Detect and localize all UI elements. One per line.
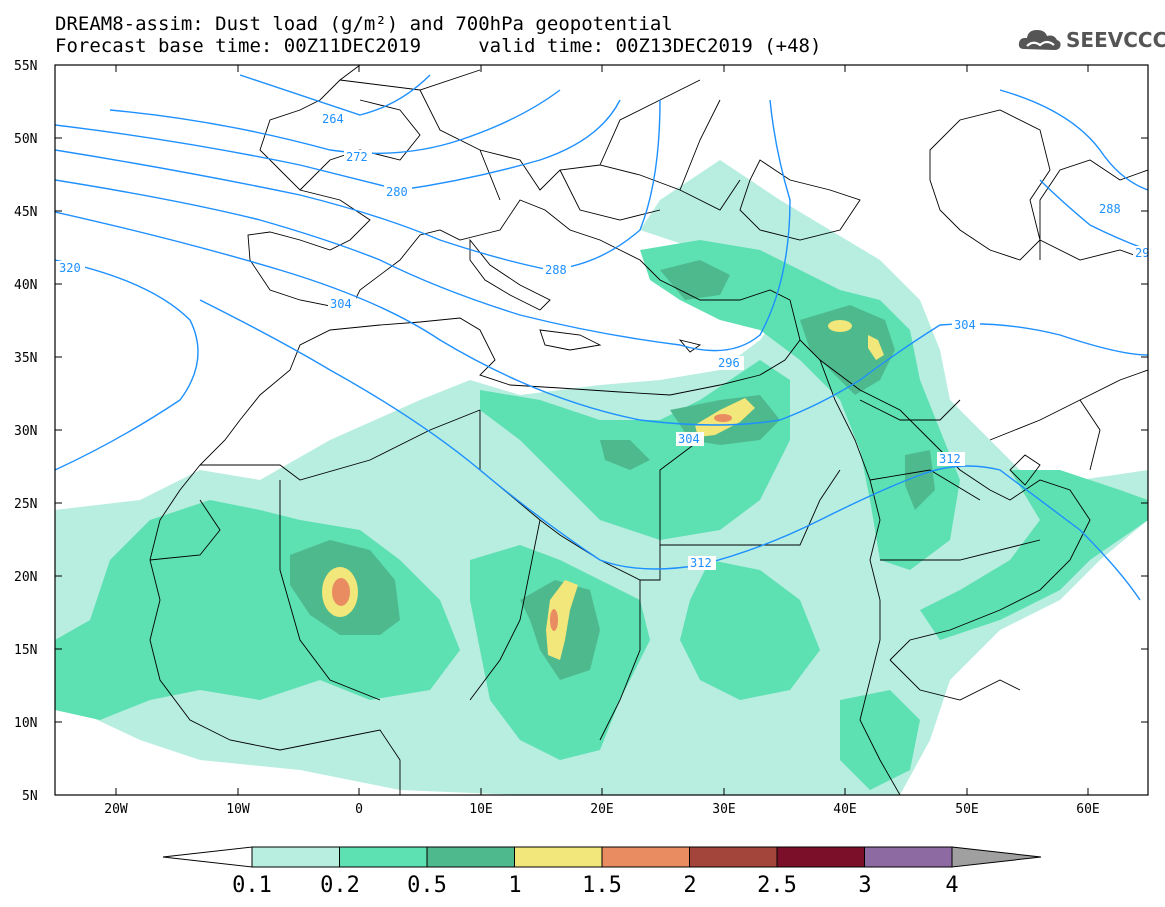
lon-label-10w: 10W	[226, 802, 250, 817]
map-title: DREAM8-assim: Dust load (g/m²) and 700hP…	[55, 13, 673, 35]
colorbar-tick-5: 2	[683, 873, 696, 898]
colorbar-tick-0: 0.1	[232, 873, 272, 898]
seevccc-logo: SEEVCCC	[1018, 25, 1165, 57]
colorbar-swatch-3	[514, 846, 603, 868]
lat-label-40n: 40N	[14, 278, 37, 293]
contour-label-29-edge: 29	[1135, 246, 1149, 260]
lat-label-10n: 10N	[14, 716, 37, 731]
colorbar-tick-6: 2.5	[757, 873, 797, 898]
colorbar-swatch-4	[601, 846, 690, 868]
cloud-icon	[1018, 30, 1061, 50]
contour-label-312-arabia: 312	[939, 452, 961, 466]
lon-label-30e: 30E	[712, 802, 735, 817]
contour-labels: 264 272 280 288 304 320 296 304 304 312 …	[57, 112, 1149, 570]
colorbar-swatch-6	[776, 846, 865, 868]
coastlines	[149, 65, 1148, 795]
latitude-axis: 55N 50N 45N 40N 35N 30N 25N 20N 15N 10N …	[14, 59, 38, 804]
lon-label-50e: 50E	[955, 802, 978, 817]
lat-label-50n: 50N	[14, 132, 37, 147]
colorbar-tick-3: 1	[508, 873, 521, 898]
contour-label-320: 320	[59, 261, 81, 275]
contour-label-288-east: 288	[1099, 202, 1121, 216]
lon-label-60e: 60E	[1076, 802, 1099, 817]
lat-label-15n: 15N	[14, 643, 37, 658]
dust-shading	[55, 160, 1148, 795]
colorbar: 0.1 0.2 0.5 1 1.5 2 2.5 3 4	[162, 846, 1042, 898]
lat-label-30n: 30N	[14, 424, 37, 439]
lat-label-5n: 5N	[22, 789, 38, 804]
contour-label-304-egypt: 304	[678, 432, 700, 446]
colorbar-swatch-7	[864, 846, 953, 868]
contour-label-280: 280	[386, 185, 408, 199]
lat-label-55n: 55N	[14, 59, 37, 74]
colorbar-swatch-5	[689, 846, 778, 868]
contour-label-272: 272	[346, 150, 368, 164]
colorbar-tick-8: 4	[945, 873, 958, 898]
contour-label-288: 288	[545, 263, 567, 277]
lat-label-20n: 20N	[14, 570, 37, 585]
contour-label-312-sudan: 312	[690, 556, 712, 570]
colorbar-over-triangle	[951, 846, 1042, 868]
colorbar-tick-4: 1.5	[582, 873, 622, 898]
lat-label-35n: 35N	[14, 351, 37, 366]
lat-label-45n: 45N	[14, 205, 37, 220]
contour-label-296: 296	[718, 356, 740, 370]
contour-label-304-iran: 304	[954, 318, 976, 332]
colorbar-swatch-2	[426, 846, 515, 868]
colorbar-tick-7: 3	[858, 873, 871, 898]
logo-text: SEEVCCC	[1066, 28, 1165, 52]
lat-label-25n: 25N	[14, 497, 37, 512]
lon-label-10e: 10E	[469, 802, 492, 817]
colorbar-tick-2: 0.5	[407, 873, 447, 898]
colorbar-tick-1: 0.2	[320, 873, 360, 898]
forecast-time-line: Forecast base time: 00Z11DEC2019 valid t…	[55, 35, 822, 57]
lon-label-20e: 20E	[590, 802, 613, 817]
lon-label-40e: 40E	[833, 802, 856, 817]
colorbar-swatch-0	[251, 846, 340, 868]
contour-label-304-west: 304	[330, 297, 352, 311]
colorbar-swatch-1	[339, 846, 428, 868]
lat-ticks	[55, 65, 1148, 795]
lon-label-0: 0	[355, 802, 363, 817]
lon-label-20w: 20W	[104, 802, 128, 817]
colorbar-under-triangle	[162, 846, 253, 868]
longitude-axis: 20W 10W 0 10E 20E 30E 40E 50E 60E	[104, 802, 1099, 817]
contour-label-264: 264	[322, 112, 344, 126]
